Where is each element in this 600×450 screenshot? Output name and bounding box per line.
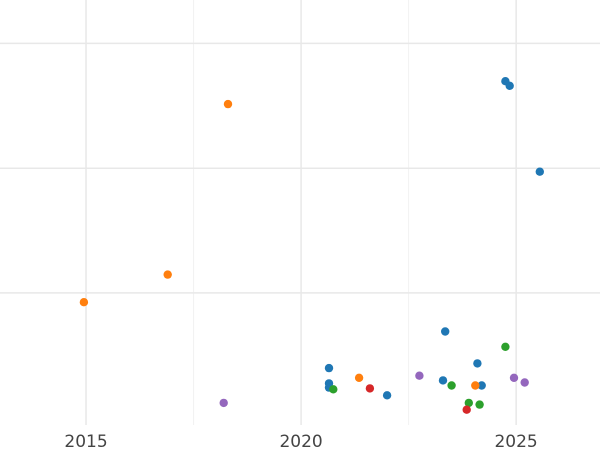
data-point [354, 373, 364, 382]
x-tick-labels: 2015 2020 2025 [64, 432, 537, 450]
x-tick-label: 2015 [64, 432, 107, 450]
data-point [438, 376, 448, 385]
data-point [447, 381, 456, 390]
data-point [475, 400, 484, 409]
data-point [471, 381, 480, 390]
grid [0, 0, 600, 425]
data-point [535, 167, 544, 176]
data-point [509, 373, 519, 382]
data-point [505, 81, 514, 91]
x-tick-label: 2025 [494, 432, 537, 450]
data-point [477, 381, 486, 390]
data-points [79, 77, 544, 414]
data-point [329, 385, 338, 394]
data-point [324, 363, 334, 373]
x-tick-label: 2020 [279, 432, 322, 450]
data-point [415, 371, 424, 380]
data-point [365, 384, 375, 393]
data-point [219, 398, 228, 408]
data-point [163, 270, 172, 279]
data-point [473, 359, 482, 368]
data-point [382, 391, 392, 400]
data-point [441, 327, 450, 336]
data-point [501, 342, 510, 351]
data-point [462, 405, 471, 414]
data-point [223, 99, 233, 109]
data-point [79, 298, 89, 307]
data-point [464, 398, 473, 408]
data-point [520, 378, 529, 387]
